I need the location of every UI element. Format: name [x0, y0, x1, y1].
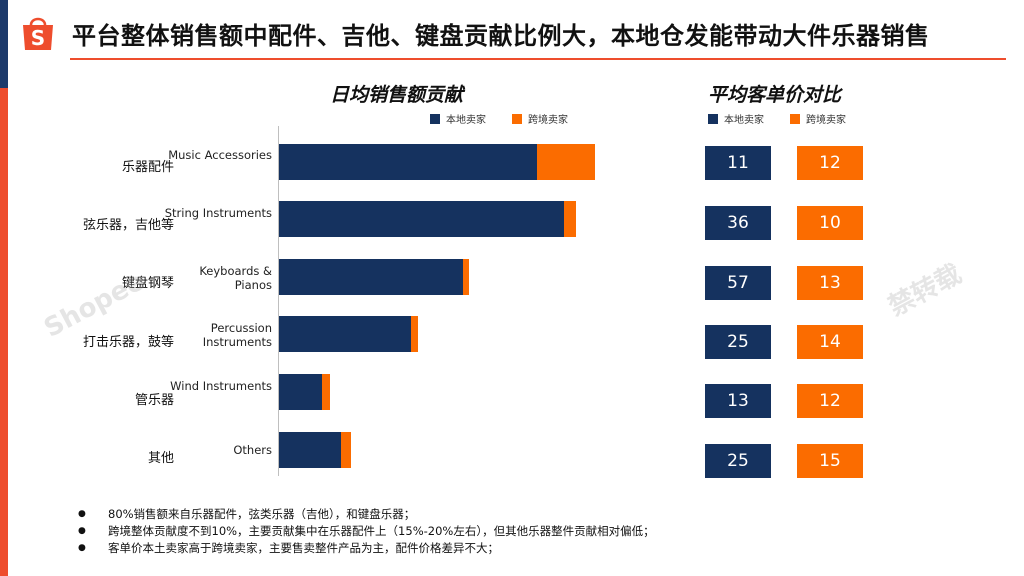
- aov-table-legend: 本地卖家 跨境卖家: [708, 111, 872, 126]
- category-en-label: String Instruments: [164, 206, 272, 220]
- left-orange-rail: [0, 88, 8, 576]
- category-cn-label: 其他: [147, 451, 174, 466]
- legend-item-local: 本地卖家: [708, 111, 764, 126]
- bar-cross: [564, 201, 576, 237]
- bar-local: [279, 316, 411, 352]
- category-en-label: Others: [233, 443, 272, 457]
- aov-local-value: 57: [705, 266, 771, 300]
- watermark: 禁转载: [883, 259, 967, 323]
- legend-label-local: 本地卖家: [446, 115, 486, 126]
- category-en-label: Wind Instruments: [170, 379, 272, 393]
- legend-item-local: 本地卖家: [430, 111, 486, 126]
- bullet-item: 客单价本土卖家高于跨境卖家，主要售卖整件产品为主，配件价格差异不大；: [78, 540, 655, 557]
- category-en-label: Percussion Instruments: [202, 321, 272, 349]
- category-cn-label: 打击乐器，鼓等: [82, 335, 174, 350]
- legend-swatch-cross: [512, 113, 522, 124]
- legend-label-local: 本地卖家: [724, 115, 764, 126]
- category-cn-label: 管乐器: [134, 393, 174, 408]
- bar-cross: [537, 144, 595, 180]
- category-cn-label: 乐器配件: [121, 160, 174, 175]
- category-en-label: Music Accessories: [168, 148, 272, 162]
- bar-local: [279, 144, 537, 180]
- bar-cross: [322, 374, 330, 410]
- category-axis-line: [278, 126, 279, 476]
- aov-local-value: 25: [705, 444, 771, 478]
- aov-cross-value: 10: [797, 206, 863, 240]
- aov-local-value: 36: [705, 206, 771, 240]
- sales-chart-legend: 本地卖家 跨境卖家: [430, 111, 594, 126]
- bullet-item: 跨境整体贡献度不到10%，主要贡献集中在乐器配件上（15%-20%左右），但其他…: [78, 523, 655, 540]
- summary-bullets: 80%销售额来自乐器配件，弦类乐器（吉他），和键盘乐器； 跨境整体贡献度不到10…: [78, 506, 655, 557]
- aov-cross-value: 13: [797, 266, 863, 300]
- aov-cross-value: 15: [797, 444, 863, 478]
- legend-swatch-local: [430, 113, 440, 124]
- aov-local-value: 11: [705, 146, 771, 180]
- aov-table-title: 平均客单价对比: [708, 84, 842, 106]
- category-en-label: Keyboards & Pianos: [199, 264, 272, 292]
- aov-local-value: 25: [705, 325, 771, 359]
- bar-local: [279, 432, 341, 468]
- logo-letter: S: [31, 26, 45, 50]
- sales-chart-title: 日均销售额贡献: [330, 84, 464, 106]
- title-underline: [70, 58, 1006, 60]
- legend-item-cross: 跨境卖家: [512, 111, 568, 126]
- bar-local: [279, 259, 463, 295]
- category-cn-label: 键盘钢琴: [121, 276, 174, 291]
- bar-cross: [463, 259, 469, 295]
- bar-local: [279, 374, 322, 410]
- page-title: 平台整体销售额中配件、吉他、键盘贡献比例大，本地仓发能带动大件乐器销售: [72, 22, 930, 50]
- shopee-bag-icon: S: [23, 17, 53, 50]
- bullet-item: 80%销售额来自乐器配件，弦类乐器（吉他），和键盘乐器；: [78, 506, 655, 523]
- aov-cross-value: 12: [797, 146, 863, 180]
- legend-swatch-cross: [790, 113, 800, 124]
- legend-label-cross: 跨境卖家: [806, 115, 846, 126]
- bar-local: [279, 201, 564, 237]
- legend-label-cross: 跨境卖家: [528, 115, 568, 126]
- aov-cross-value: 14: [797, 325, 863, 359]
- aov-local-value: 13: [705, 384, 771, 418]
- legend-swatch-local: [708, 113, 718, 124]
- aov-cross-value: 12: [797, 384, 863, 418]
- bar-cross: [341, 432, 351, 468]
- legend-item-cross: 跨境卖家: [790, 111, 846, 126]
- category-cn-label: 弦乐器，吉他等: [82, 218, 174, 233]
- bar-cross: [411, 316, 418, 352]
